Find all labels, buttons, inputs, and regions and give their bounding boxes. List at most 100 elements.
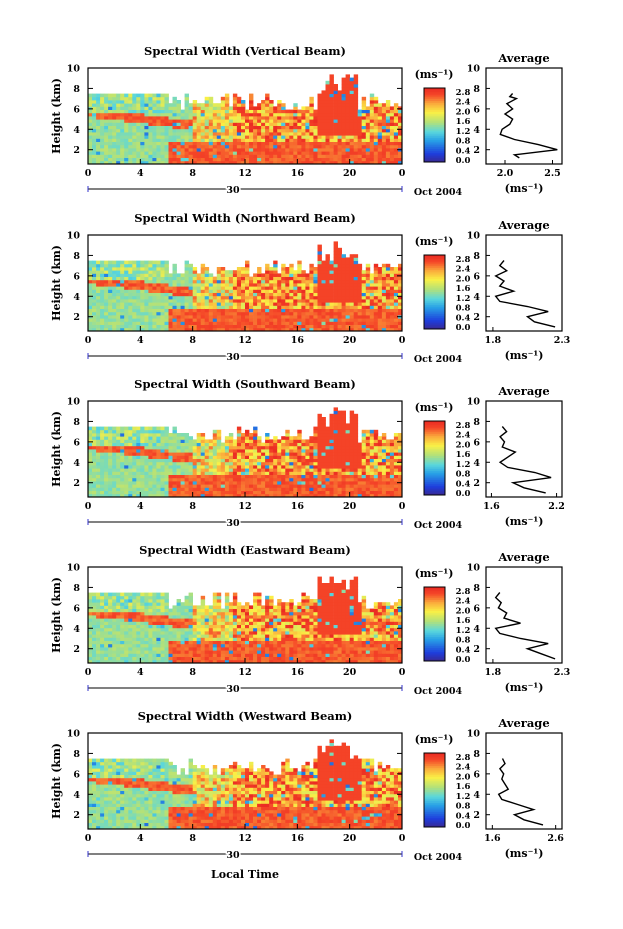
heatmap-cell — [204, 461, 210, 466]
heatmap-cell — [212, 292, 218, 297]
heatmap-cell — [257, 112, 262, 117]
heatmap-cell — [377, 305, 383, 309]
heatmap-cell — [317, 116, 322, 120]
heatmap-cell — [128, 100, 133, 104]
heatmap-cell — [341, 471, 346, 475]
heatmap-cell — [144, 144, 149, 149]
heatmap-cell — [224, 449, 230, 453]
heatmap-cell — [325, 87, 330, 91]
heatmap-cell — [373, 315, 379, 319]
heatmap-cell — [301, 452, 306, 456]
heatmap-cell — [88, 484, 93, 488]
heatmap-cell — [325, 270, 330, 274]
heatmap-cell — [373, 465, 379, 469]
heatmap-cell — [160, 276, 165, 281]
heatmap-cell — [88, 286, 93, 290]
heatmap-cell — [208, 455, 214, 459]
heatmap-cell — [136, 116, 141, 120]
heatmap-cell — [124, 93, 129, 98]
heatmap-cell — [196, 112, 202, 117]
heatmap-cell — [156, 311, 161, 316]
heatmap-cell — [192, 276, 198, 281]
heatmap-cell — [200, 279, 206, 284]
heatmap-cell — [196, 160, 202, 165]
heatmap-cell — [136, 260, 141, 265]
heatmap-cell — [321, 465, 326, 469]
heatmap-cell — [120, 270, 125, 274]
heatmap-cell — [124, 292, 129, 297]
heatmap-cell — [301, 487, 306, 491]
heatmap-cell — [241, 292, 246, 297]
heatmap-cell — [148, 439, 153, 443]
heatmap-cell — [341, 484, 346, 488]
heatmap-cell — [224, 100, 230, 104]
heatmap-cell — [152, 318, 157, 322]
heatmap-cell — [385, 263, 391, 268]
heatmap-cell — [212, 439, 218, 443]
heatmap-cell — [172, 283, 177, 287]
heatmap-cell — [156, 465, 161, 469]
heatmap-cell — [309, 465, 314, 469]
heatmap-cell — [389, 289, 395, 293]
heatmap-cell — [224, 122, 230, 126]
heatmap-cell — [128, 439, 133, 443]
heatmap-cell — [92, 144, 97, 149]
heatmap-cell — [100, 138, 105, 142]
heatmap-cell — [88, 122, 93, 126]
heatmap-cell — [224, 321, 230, 325]
heatmap-cell — [369, 295, 375, 300]
heatmap-cell — [301, 283, 306, 287]
heatmap-cell — [160, 327, 165, 332]
heatmap-cell — [172, 302, 177, 306]
heatmap-cell — [96, 116, 101, 120]
heatmap-cell — [132, 112, 137, 117]
heatmap-cell — [277, 468, 282, 472]
heatmap-cell — [104, 305, 109, 309]
colorbar-tick-label: 2.0 — [456, 274, 471, 284]
colorbar-swatch — [424, 319, 445, 323]
heatmap-cell — [180, 125, 185, 130]
heatmap-cell — [289, 471, 294, 475]
heatmap-cell — [393, 138, 399, 142]
heatmap-cell — [172, 154, 177, 158]
heatmap-cell — [241, 286, 246, 290]
heatmap-cell — [345, 154, 350, 158]
heatmap-cell — [172, 292, 177, 297]
heatmap-cell — [265, 468, 270, 472]
heatmap-cell — [136, 160, 141, 165]
heatmap-cell — [265, 286, 270, 290]
heatmap-cell — [333, 465, 338, 469]
heatmap-cell — [100, 465, 105, 469]
heatmap-cell — [88, 100, 93, 104]
heatmap-cell — [277, 106, 282, 110]
heatmap-cell — [389, 154, 395, 158]
heatmap-cell — [381, 276, 387, 281]
heatmap-cell — [172, 455, 177, 459]
heatmap-cell — [136, 465, 141, 469]
heatmap-cell — [88, 119, 93, 123]
heatmap-cell — [285, 135, 290, 139]
heatmap-cell — [269, 308, 274, 313]
date-label: Oct 2004 — [414, 187, 463, 198]
heatmap-cell — [321, 487, 326, 491]
heatmap-cell — [124, 327, 129, 332]
heatmap-cell — [144, 93, 149, 98]
heatmap-cell — [345, 141, 350, 146]
heatmap-cell — [120, 276, 125, 281]
heatmap-cell — [398, 138, 403, 142]
heatmap-cell — [224, 132, 230, 136]
heatmap-cell — [108, 455, 113, 459]
heatmap-cell — [128, 295, 133, 300]
heatmap-cell — [168, 276, 173, 281]
heatmap-cell — [249, 308, 254, 313]
heatmap-cell — [172, 468, 177, 472]
heatmap-cell — [176, 439, 181, 443]
heatmap-cell — [188, 286, 193, 290]
heatmap-cell — [277, 324, 282, 329]
heatmap-cell — [232, 449, 238, 453]
colorbar-tick-label: 2.4 — [456, 265, 471, 275]
heatmap-cell — [216, 295, 222, 300]
heatmap-cell — [136, 461, 141, 466]
heatmap-cell — [309, 273, 314, 277]
heatmap-cell — [120, 112, 125, 117]
